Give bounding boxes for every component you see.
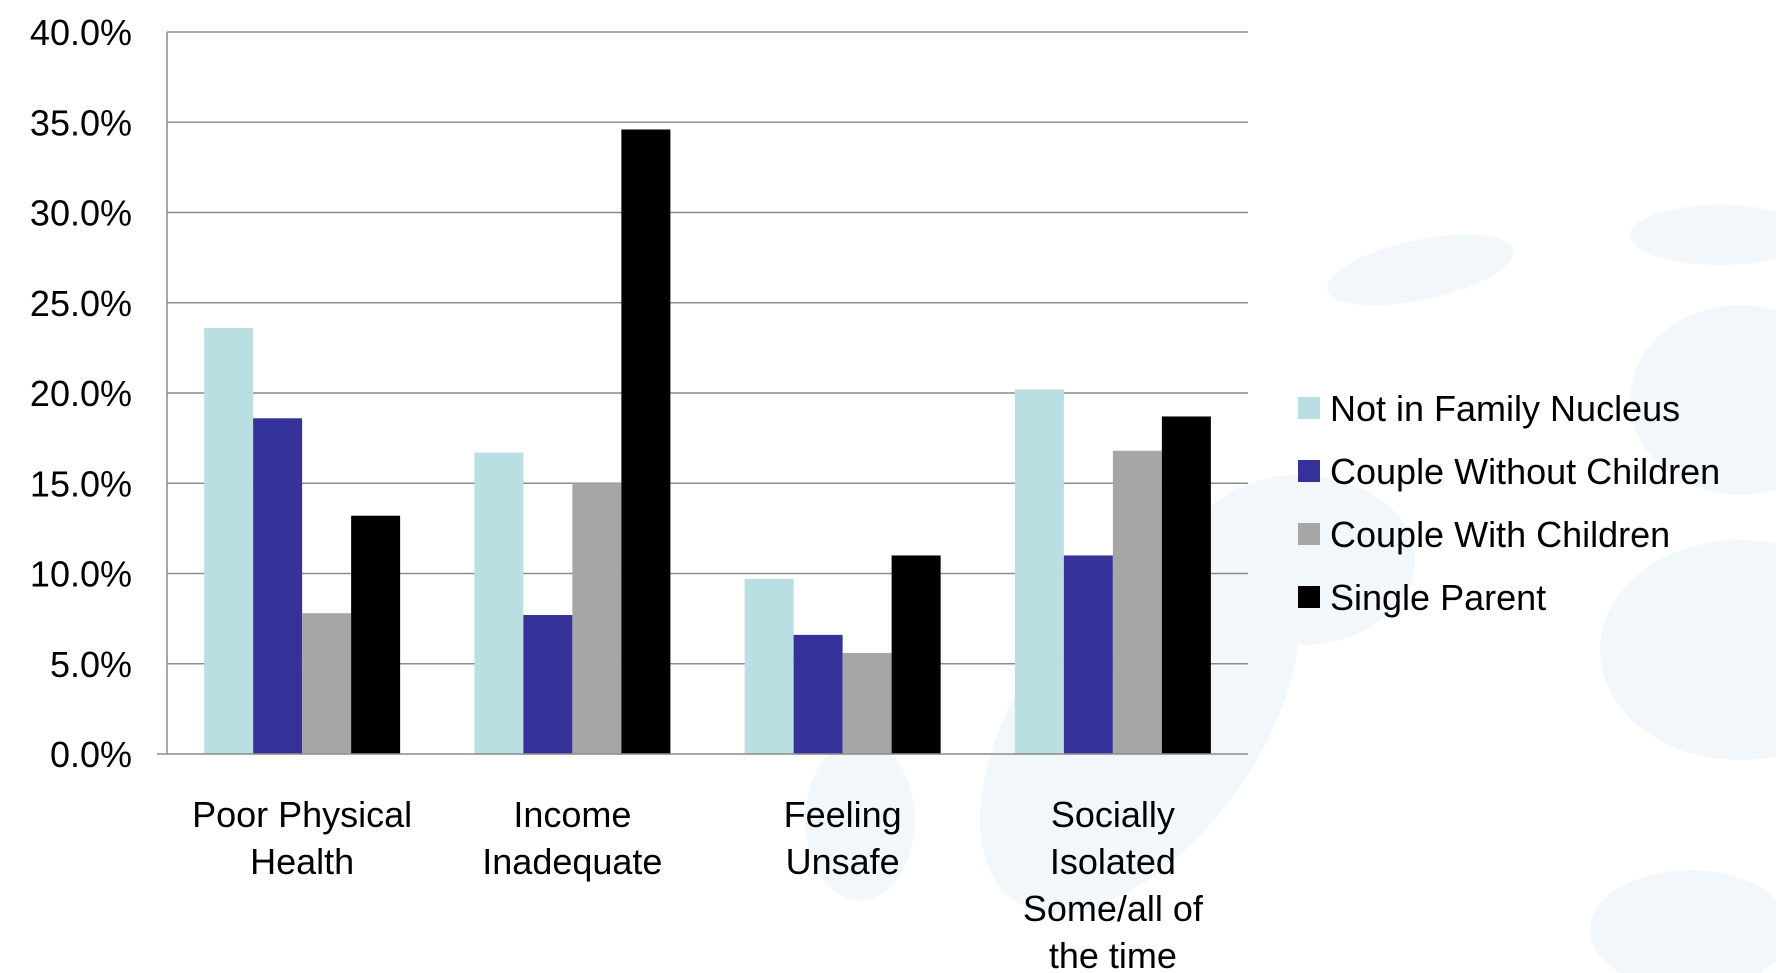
bar [572,483,622,754]
bar [1014,389,1064,754]
legend-item: Couple Without Children [1298,451,1720,492]
y-tick-label: 25.0% [30,283,132,324]
legend-swatch [1298,523,1320,545]
bar [621,129,671,755]
x-category-label: Socially Isolated Some/all of the time [1023,794,1204,973]
legend-swatch [1298,460,1320,482]
y-tick-label: 20.0% [30,373,132,414]
y-tick-label: 30.0% [30,193,132,234]
legend: Not in Family Nucleus Couple Without Chil… [1298,388,1720,618]
bar [351,515,401,754]
legend-swatch [1298,586,1320,608]
x-axis-category-labels: Poor Physical Health Income Inadequate Feeli… [192,794,1204,973]
x-category-label-line: Socially [1051,794,1175,835]
bar [891,555,941,754]
legend-item: Not in Family Nucleus [1298,388,1680,429]
bar [1063,555,1113,754]
x-category-label-line: Isolated [1050,841,1176,882]
decor-shape [805,740,915,900]
decor-shape [1630,305,1776,495]
bar [204,328,254,754]
decor-shape [1600,540,1776,760]
bar [474,452,524,754]
bar [842,652,892,754]
bar [302,613,352,754]
legend-swatch [1298,397,1320,419]
bar [1161,416,1211,754]
legend-label: Not in Family Nucleus [1330,388,1680,429]
x-category-label-line: Some/all of [1023,888,1204,929]
x-category-label-line: Inadequate [482,841,662,882]
x-category-label: Feeling Unsafe [784,794,902,882]
decor-shape [1590,870,1776,973]
x-category-label-line: Feeling [784,794,902,835]
decor-shape [1326,234,1514,306]
x-category-label-line: Poor Physical [192,794,412,835]
bar [523,615,573,754]
legend-item: Couple With Children [1298,514,1670,555]
decor-shape [1630,205,1776,265]
legend-label: Couple With Children [1330,514,1670,555]
bar [253,418,303,754]
x-category-label-line: the time [1049,935,1177,973]
background-decoration [805,205,1776,973]
bar [744,578,794,754]
gridlines [167,31,1248,665]
legend-label: Single Parent [1330,577,1546,618]
axes [157,32,1248,755]
bar [793,634,843,754]
y-tick-label: 40.0% [30,12,132,53]
y-tick-label: 0.0% [50,734,132,775]
y-tick-label: 5.0% [50,644,132,685]
x-category-label-line: Health [250,841,354,882]
x-category-label-line: Unsafe [786,841,900,882]
y-tick-label: 15.0% [30,463,132,504]
x-category-label: Income Inadequate [482,794,662,882]
bar [1112,450,1162,754]
y-axis-tick-labels: 0.0% 5.0% 10.0% 15.0% 20.0% 25.0% 30.0% 35.0% 40… [30,12,132,775]
bars [204,129,1211,755]
legend-label: Couple Without Children [1330,451,1720,492]
y-tick-label: 10.0% [30,554,132,595]
y-tick-label: 35.0% [30,102,132,143]
x-category-label: Poor Physical Health [192,794,412,882]
x-category-label-line: Income [513,794,631,835]
legend-item: Single Parent [1298,577,1546,618]
